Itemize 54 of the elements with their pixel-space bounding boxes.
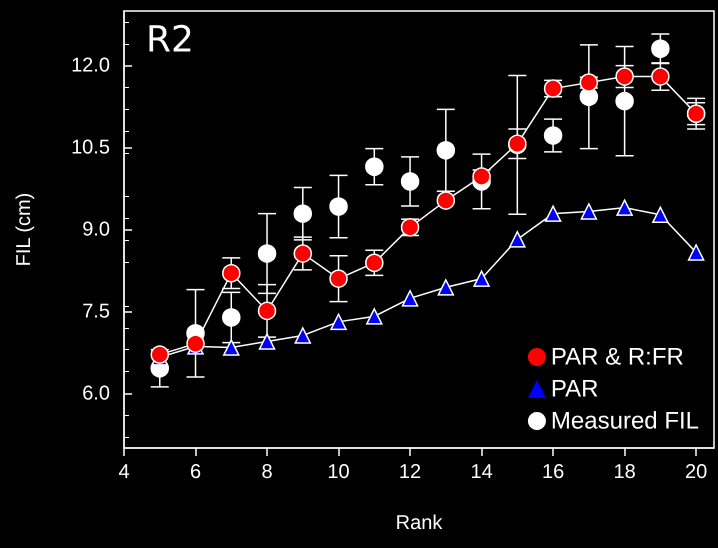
x-tick-label: 4: [118, 461, 130, 483]
point: [652, 206, 669, 223]
point: [330, 314, 347, 330]
annotation: R2: [146, 20, 194, 60]
x-tick-label: 12: [398, 461, 422, 483]
legend-label: PAR & R:FR: [550, 344, 684, 370]
x-tick-label: 8: [261, 461, 273, 483]
point: [580, 73, 598, 92]
point: [616, 199, 633, 216]
y-tick-label: 10.5: [71, 136, 110, 159]
point: [294, 204, 312, 223]
legend-label: Measured FIL: [550, 408, 700, 434]
point: [329, 197, 348, 216]
y-tick-label: 9.0: [82, 218, 110, 240]
y-tick-label: 12.0: [71, 54, 110, 77]
point: [366, 308, 383, 325]
point: [544, 126, 562, 145]
point: [473, 270, 490, 287]
y-tick-label: 6.0: [82, 382, 110, 404]
y-tick-label: 7.5: [82, 300, 110, 322]
point: [580, 203, 598, 220]
point: [222, 264, 241, 282]
point: [258, 302, 276, 320]
x-tick-label: 18: [613, 461, 636, 483]
point: [258, 333, 276, 350]
point: [222, 308, 241, 327]
x-tick-label: 20: [684, 461, 708, 483]
point: [615, 92, 634, 110]
legend-label: PAR: [550, 376, 599, 402]
point: [651, 67, 670, 86]
y-axis-title: FIL (cm): [13, 192, 35, 266]
point: [436, 191, 456, 210]
point: [651, 39, 670, 58]
point: [294, 244, 312, 263]
x-tick-label: 14: [470, 461, 493, 483]
point: [150, 345, 170, 364]
x-axis-title: Rank: [396, 512, 444, 534]
point: [438, 279, 454, 296]
point: [402, 290, 418, 307]
point: [186, 334, 205, 353]
point: [294, 327, 312, 344]
point: [329, 269, 348, 288]
point: [365, 254, 384, 272]
point: [688, 244, 704, 261]
x-tick-label: 16: [542, 461, 564, 483]
point: [509, 231, 526, 248]
x-tick-label: 10: [327, 461, 350, 483]
point: [365, 157, 384, 176]
point: [258, 244, 276, 263]
point: [223, 339, 240, 356]
point: [400, 172, 420, 191]
point: [544, 205, 562, 222]
point: [436, 141, 456, 160]
x-tick-label: 6: [190, 461, 202, 483]
